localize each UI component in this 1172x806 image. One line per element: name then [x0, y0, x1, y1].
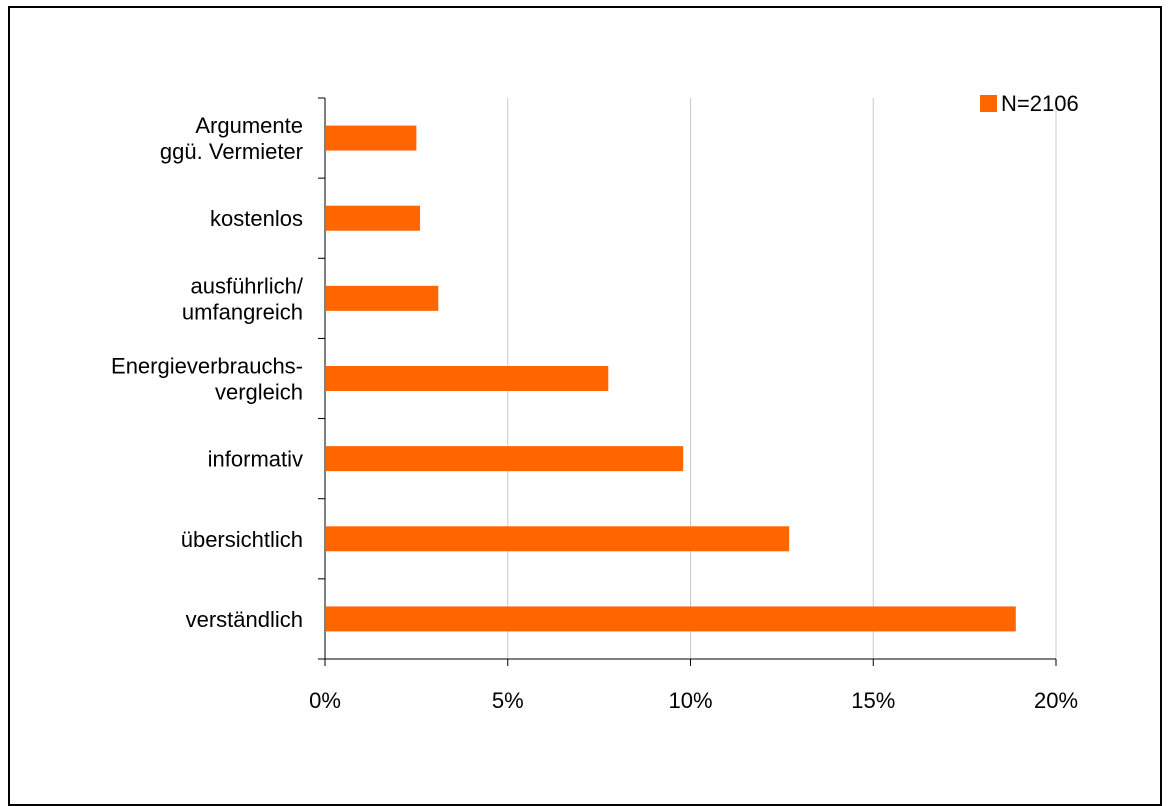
category-label: Energieverbrauchs-	[111, 354, 303, 379]
x-tick-label: 15%	[851, 688, 895, 713]
category-label: informativ	[208, 447, 303, 472]
x-tick-label: 0%	[309, 688, 341, 713]
x-tick-label: 10%	[668, 688, 712, 713]
labels: 0% 5% 10% 15% 20% verständlich übersichtlich in…	[111, 113, 1078, 713]
bar	[326, 125, 417, 151]
category-label: vergleich	[215, 380, 303, 405]
legend-label: N=2106	[1001, 91, 1079, 116]
category-label: ggü. Vermieter	[160, 139, 303, 164]
category-label: Argumente	[195, 113, 303, 138]
category-label: kostenlos	[210, 206, 303, 231]
category-label: ausführlich/	[190, 273, 303, 298]
bar	[326, 285, 439, 311]
axes	[318, 97, 1057, 666]
x-tick-label: 5%	[492, 688, 524, 713]
bar	[326, 606, 1016, 632]
legend: N=2106	[980, 91, 1079, 116]
category-label: übersichtlich	[181, 527, 303, 552]
legend-swatch	[980, 95, 997, 112]
category-label: umfangreich	[182, 299, 303, 324]
chart-frame	[8, 6, 1162, 806]
category-label: verständlich	[186, 607, 303, 632]
bars	[326, 125, 1016, 632]
bar	[326, 446, 684, 472]
bar	[326, 526, 790, 552]
bar	[326, 205, 421, 231]
bar	[326, 366, 609, 391]
x-tick-label: 20%	[1034, 688, 1078, 713]
